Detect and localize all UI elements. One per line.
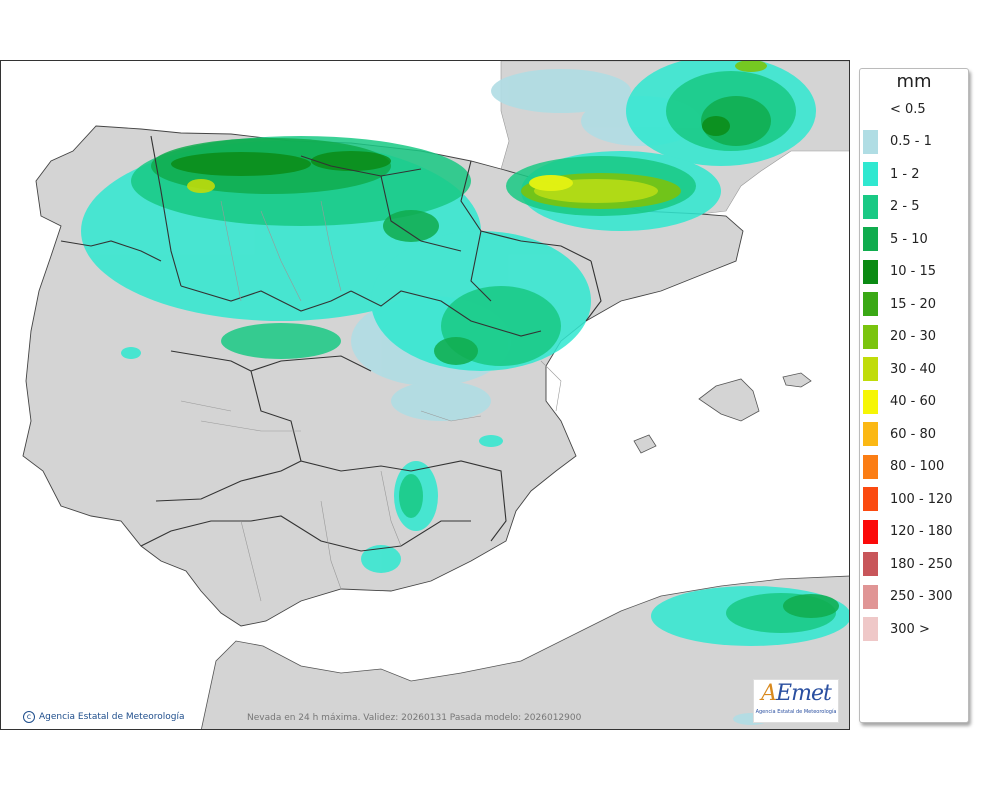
legend-item: 250 - 300 [863,584,953,609]
legend-swatch [863,324,878,349]
legend-item: 60 - 80 [863,422,936,446]
legend-label: 1 - 2 [890,166,920,182]
aemet-logo-mark: AEmet [761,681,832,706]
aemet-logo-subtitle: Agencia Estatal de Meteorología [755,709,837,715]
legend-label: 80 - 100 [890,459,945,474]
snowfall-map [22,61,849,729]
legend-item: 40 - 60 [863,389,937,414]
legend-swatch [863,162,878,186]
legend-label: 20 - 30 [890,329,937,344]
legend-item: 180 - 250 [863,552,953,576]
legend-swatch [863,454,878,479]
mallorca [698,378,760,422]
snow-layer-10-15 [171,116,730,176]
copyright-icon: c [23,711,35,723]
legend-panel: mm < 0.5 0.5 - 1 1 - 2 2 - 5 5 - 10 10 - 15 15… [859,68,969,723]
legend-swatch [863,259,878,284]
legend-title: mm [896,71,932,92]
region-borders [60,135,602,552]
legend-label: 300 > [890,621,930,637]
legend-item: 0.5 - 1 [863,129,932,154]
legend-label: 250 - 300 [890,589,953,604]
legend-item: 100 - 120 [863,487,953,511]
legend-item: 300 > [863,617,930,641]
province-borders [180,200,562,602]
legend-item: 20 - 30 [863,324,937,349]
legend-item: 15 - 20 [863,292,936,316]
legend-swatch [863,194,878,219]
legend-item: 120 - 180 [863,519,953,544]
aemet-logo: AEmet Agencia Estatal de Meteorología [753,679,839,723]
attribution-text: Agencia Estatal de Meteorología [39,712,185,722]
legend-swatch [863,357,878,381]
menorca [782,372,812,388]
legend-item: 5 - 10 [863,227,928,251]
legend-swatch [863,552,878,576]
map-caption: Nevada en 24 h máxima. Validez: 20260131… [247,713,582,723]
legend-label: 10 - 15 [890,264,937,279]
legend-label: 60 - 80 [890,426,937,442]
legend-item: 30 - 40 [863,357,936,381]
legend-label: < 0.5 [890,101,926,117]
legend-item: 80 - 100 [863,454,945,479]
legend-swatch [863,389,878,414]
legend-label: 120 - 180 [890,524,953,539]
legend-swatch [863,422,878,446]
legend-item: 1 - 2 [863,162,920,186]
attribution: c Agencia Estatal de Meteorología [23,711,185,723]
legend-label: 2 - 5 [890,199,920,214]
legend-item: 2 - 5 [863,194,920,219]
legend-swatch [863,617,878,641]
legend-label: 30 - 40 [890,361,937,377]
legend-label: 5 - 10 [890,231,928,247]
legend-swatch [863,129,878,154]
legend-item: 10 - 15 [863,259,937,284]
legend-swatch [863,227,878,251]
legend-label: 180 - 250 [890,556,953,572]
legend-label: 0.5 - 1 [890,134,932,149]
legend-label: 15 - 20 [890,296,937,312]
snow-layer-20-40 [187,61,767,209]
map-panel: c Agencia Estatal de Meteorología Nevada… [0,60,850,730]
legend-swatch [863,292,878,316]
legend-item: < 0.5 [863,97,926,121]
legend-swatch [863,97,878,121]
legend-label: 100 - 120 [890,491,953,507]
ibiza [633,434,657,454]
legend-swatch [863,584,878,609]
legend-swatch [863,487,878,511]
legend-label: 40 - 60 [890,394,937,409]
legend-swatch [863,519,878,544]
